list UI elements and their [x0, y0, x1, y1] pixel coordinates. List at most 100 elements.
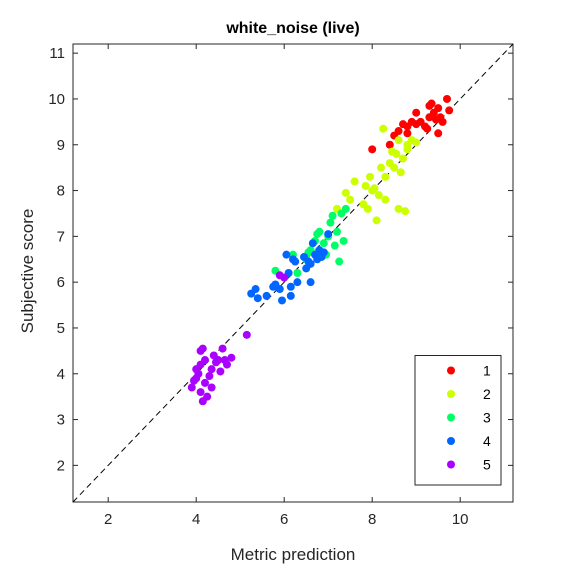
data-point	[319, 239, 328, 248]
data-point	[379, 124, 388, 133]
data-point	[377, 163, 385, 172]
data-point	[223, 360, 231, 369]
data-point	[187, 383, 196, 392]
data-point	[438, 117, 447, 126]
data-point	[324, 230, 333, 239]
data-point	[427, 99, 436, 108]
legend-label: 2	[483, 386, 491, 402]
x-axis-label: Metric prediction	[231, 545, 356, 564]
data-point	[207, 365, 216, 374]
data-point	[434, 129, 443, 138]
data-point	[412, 108, 421, 117]
data-point	[333, 227, 341, 236]
chart-title: white_noise (live)	[225, 20, 359, 37]
legend-marker	[447, 390, 455, 398]
data-point	[390, 163, 399, 172]
data-point	[396, 168, 405, 177]
y-tick-label: 11	[49, 45, 65, 62]
data-point	[370, 184, 379, 193]
data-point	[394, 204, 403, 213]
data-point	[192, 365, 201, 374]
data-point	[201, 356, 209, 365]
data-point	[361, 181, 370, 190]
data-point	[201, 378, 209, 387]
y-tick-label: 9	[57, 137, 65, 154]
data-point	[374, 191, 383, 200]
data-point	[293, 269, 302, 277]
data-point	[381, 195, 390, 204]
data-point	[275, 285, 284, 294]
legend-marker	[447, 366, 455, 375]
data-point	[385, 140, 394, 149]
y-tick-label: 7	[57, 228, 65, 245]
y-tick-label: 10	[48, 91, 65, 108]
legend-label: 4	[483, 433, 491, 449]
legend-label: 3	[483, 410, 491, 426]
data-point	[203, 392, 212, 401]
data-point	[368, 145, 377, 154]
data-point	[216, 367, 225, 376]
data-point	[242, 330, 251, 339]
y-tick-label: 5	[57, 320, 65, 337]
data-point	[326, 218, 335, 227]
data-point	[251, 285, 260, 294]
legend-label: 5	[483, 457, 491, 473]
data-point	[286, 291, 295, 300]
data-point	[306, 278, 315, 287]
data-point	[306, 259, 315, 268]
y-axis-label: Subjective score	[18, 209, 37, 334]
data-point	[401, 207, 410, 216]
data-point	[341, 204, 350, 213]
data-point	[196, 388, 205, 397]
x-tick-label: 10	[452, 511, 469, 528]
data-point	[328, 211, 337, 220]
data-point	[366, 172, 374, 181]
data-point	[293, 278, 302, 287]
data-point	[445, 106, 454, 115]
y-tick-label: 4	[57, 366, 65, 383]
data-point	[335, 257, 344, 266]
x-tick-label: 4	[192, 511, 200, 528]
data-point	[330, 241, 339, 250]
data-point	[341, 188, 350, 197]
y-tick-label: 2	[57, 457, 65, 474]
data-point	[339, 236, 348, 245]
data-point	[319, 248, 328, 257]
data-point	[205, 372, 214, 381]
data-point	[262, 291, 271, 300]
data-point	[214, 356, 223, 365]
data-point	[280, 273, 289, 282]
data-point	[392, 149, 401, 158]
data-point	[282, 250, 291, 259]
data-point	[227, 353, 236, 362]
data-point	[207, 383, 216, 392]
data-point	[403, 145, 412, 154]
legend-label: 1	[483, 363, 491, 379]
data-point	[434, 104, 443, 113]
data-point	[423, 124, 432, 133]
x-tick-label: 2	[104, 511, 112, 528]
data-point	[350, 177, 359, 186]
data-point	[218, 344, 227, 353]
legend-marker	[447, 437, 455, 445]
data-point	[403, 129, 412, 138]
data-point	[253, 294, 262, 303]
data-point	[278, 296, 286, 305]
data-point	[308, 239, 317, 248]
data-point	[394, 136, 403, 145]
data-point	[399, 154, 407, 163]
x-tick-label: 6	[280, 511, 288, 528]
legend-marker	[447, 413, 455, 422]
y-tick-label: 6	[57, 274, 65, 291]
data-point	[372, 216, 381, 225]
data-point	[363, 204, 372, 213]
data-point	[412, 138, 421, 147]
data-point	[315, 227, 324, 236]
data-point	[286, 282, 295, 291]
data-point	[443, 94, 451, 103]
data-point	[346, 195, 355, 204]
data-point	[198, 344, 207, 353]
y-tick-label: 8	[57, 183, 65, 200]
